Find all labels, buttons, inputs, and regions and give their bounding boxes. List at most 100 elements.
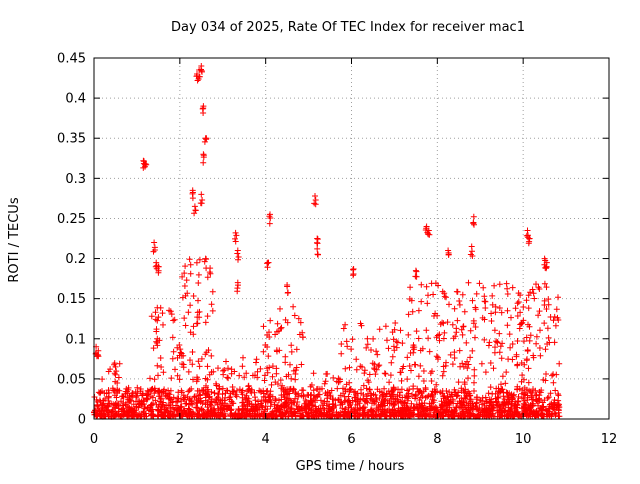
data-point: [470, 320, 477, 327]
data-point: [235, 256, 241, 263]
data-point: [426, 348, 433, 355]
data-point: [543, 284, 550, 291]
data-point: [415, 307, 422, 314]
data-point: [155, 372, 161, 379]
data-point: [504, 411, 511, 418]
data-point: [343, 381, 350, 388]
data-point: [187, 270, 194, 277]
data-point: [143, 395, 150, 401]
data-point: [369, 400, 375, 407]
data-point: [374, 386, 381, 393]
data-point: [398, 377, 405, 384]
y-tick-label: 0.1: [65, 332, 86, 347]
data-point: [330, 374, 337, 381]
data-point: [189, 195, 196, 202]
data-point: [167, 387, 174, 394]
data-point: [428, 378, 435, 384]
data-point: [382, 323, 389, 330]
data-point: [310, 402, 317, 409]
data-point: [179, 361, 186, 367]
data-point: [511, 391, 517, 398]
data-point: [194, 320, 201, 327]
data-point: [486, 396, 493, 403]
data-point: [550, 405, 557, 412]
data-point: [225, 375, 232, 382]
data-point: [277, 377, 284, 384]
data-point: [195, 358, 202, 365]
data-point: [404, 376, 411, 383]
data-point: [311, 200, 318, 207]
data-point: [342, 365, 349, 372]
data-point: [445, 396, 452, 403]
data-point: [451, 305, 458, 312]
data-point: [471, 366, 478, 373]
data-point: [503, 389, 510, 396]
data-point: [486, 405, 493, 412]
data-point: [552, 410, 559, 417]
data-point: [197, 391, 204, 398]
data-point: [527, 332, 534, 339]
data-point: [420, 368, 427, 374]
data-point: [220, 371, 227, 378]
data-point: [188, 398, 195, 405]
data-point: [240, 354, 246, 361]
data-point: [488, 318, 495, 324]
data-point: [528, 408, 534, 414]
data-point: [364, 341, 371, 348]
data-point: [104, 407, 111, 414]
data-point: [208, 352, 215, 359]
data-point: [206, 269, 213, 276]
data-point: [193, 259, 200, 266]
data-point: [467, 327, 474, 334]
data-point: [437, 321, 444, 328]
data-point: [127, 398, 134, 404]
data-point: [521, 338, 527, 345]
data-point: [538, 409, 545, 416]
data-point: [268, 399, 275, 406]
data-point: [526, 337, 533, 344]
data-point: [481, 336, 488, 343]
data-point: [483, 406, 490, 413]
data-point: [466, 392, 473, 399]
data-point: [167, 408, 174, 415]
data-point: [441, 293, 448, 300]
data-point: [220, 412, 227, 419]
data-point: [187, 261, 194, 268]
data-point: [489, 390, 496, 397]
data-point: [340, 325, 347, 332]
data-point: [199, 197, 206, 203]
data-point: [525, 365, 532, 372]
data-point: [254, 368, 261, 375]
data-point: [305, 405, 312, 412]
data-point: [366, 371, 373, 378]
data-point: [321, 398, 328, 405]
data-point: [368, 347, 374, 353]
data-point: [507, 407, 514, 414]
data-point: [472, 306, 479, 313]
data-point: [473, 290, 480, 297]
data-point: [371, 365, 378, 372]
y-tick-label: 0.4: [65, 92, 86, 107]
data-point: [471, 388, 477, 394]
data-point: [187, 302, 194, 309]
data-point: [266, 364, 273, 371]
data-point: [317, 397, 324, 404]
data-point: [457, 363, 464, 370]
data-point: [278, 392, 285, 399]
data-point: [420, 388, 427, 395]
data-point: [159, 388, 166, 395]
data-point: [153, 338, 160, 345]
data-point: [461, 308, 468, 315]
data-point: [239, 394, 246, 401]
x-tick-label: 4: [262, 432, 270, 447]
data-point: [545, 301, 552, 308]
data-point: [363, 385, 370, 392]
data-point: [423, 327, 430, 334]
data-point: [376, 362, 383, 369]
data-point: [460, 399, 467, 406]
data-point: [110, 401, 117, 408]
data-point: [265, 353, 272, 360]
data-point: [486, 412, 493, 419]
data-point: [354, 413, 361, 419]
